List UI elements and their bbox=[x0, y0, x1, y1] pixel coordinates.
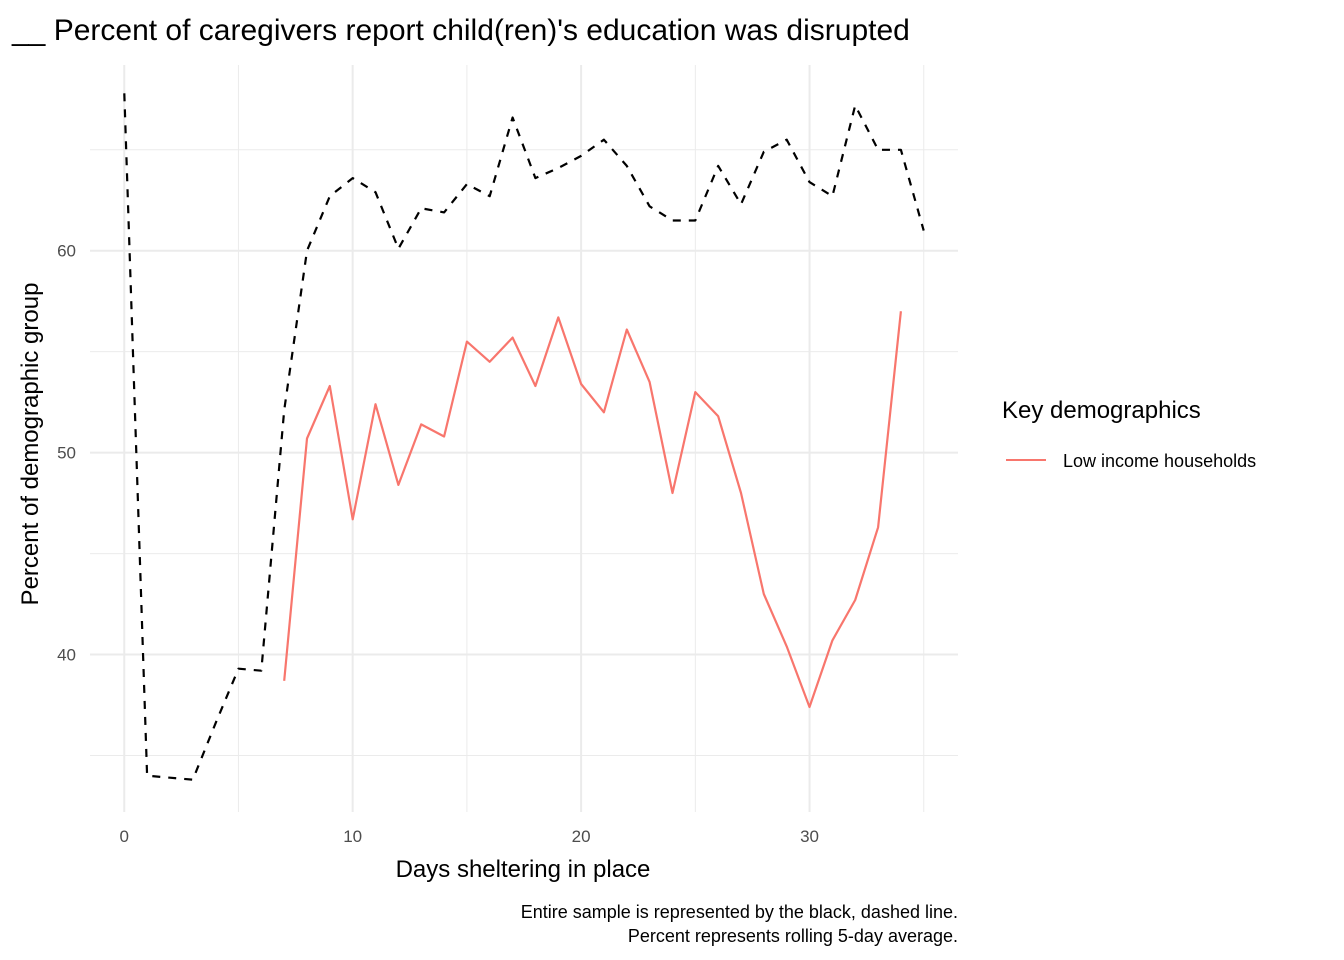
series-lines bbox=[123, 93, 925, 781]
y-axis-label: Percent of demographic group bbox=[17, 283, 44, 606]
x-axis-label: Days sheltering in place bbox=[396, 856, 651, 883]
x-tick-label: 30 bbox=[800, 827, 819, 846]
series-line-low-income bbox=[283, 311, 902, 709]
x-tick-label: 20 bbox=[572, 827, 591, 846]
legend-label-low-income: Low income households bbox=[1063, 451, 1256, 471]
legend-title: Key demographics bbox=[1002, 397, 1201, 424]
y-tick-label: 50 bbox=[57, 444, 76, 463]
y-tick-label: 60 bbox=[57, 242, 76, 261]
major-gridlines bbox=[90, 65, 958, 812]
caption-line-1: Entire sample is represented by the blac… bbox=[521, 902, 958, 922]
legend: Key demographics Low income households bbox=[1002, 397, 1256, 471]
x-tick-label: 0 bbox=[120, 827, 129, 846]
chart-title: __ Percent of caregivers report child(re… bbox=[11, 14, 910, 47]
y-axis-ticks: 40 50 60 bbox=[57, 242, 76, 665]
caption-line-2: Percent represents rolling 5-day average… bbox=[628, 926, 958, 946]
x-axis-ticks: 0 10 20 30 bbox=[120, 827, 819, 846]
series-line-entire-sample bbox=[123, 93, 925, 781]
x-tick-label: 10 bbox=[343, 827, 362, 846]
minor-gridlines bbox=[90, 65, 958, 812]
y-tick-label: 40 bbox=[57, 646, 76, 665]
